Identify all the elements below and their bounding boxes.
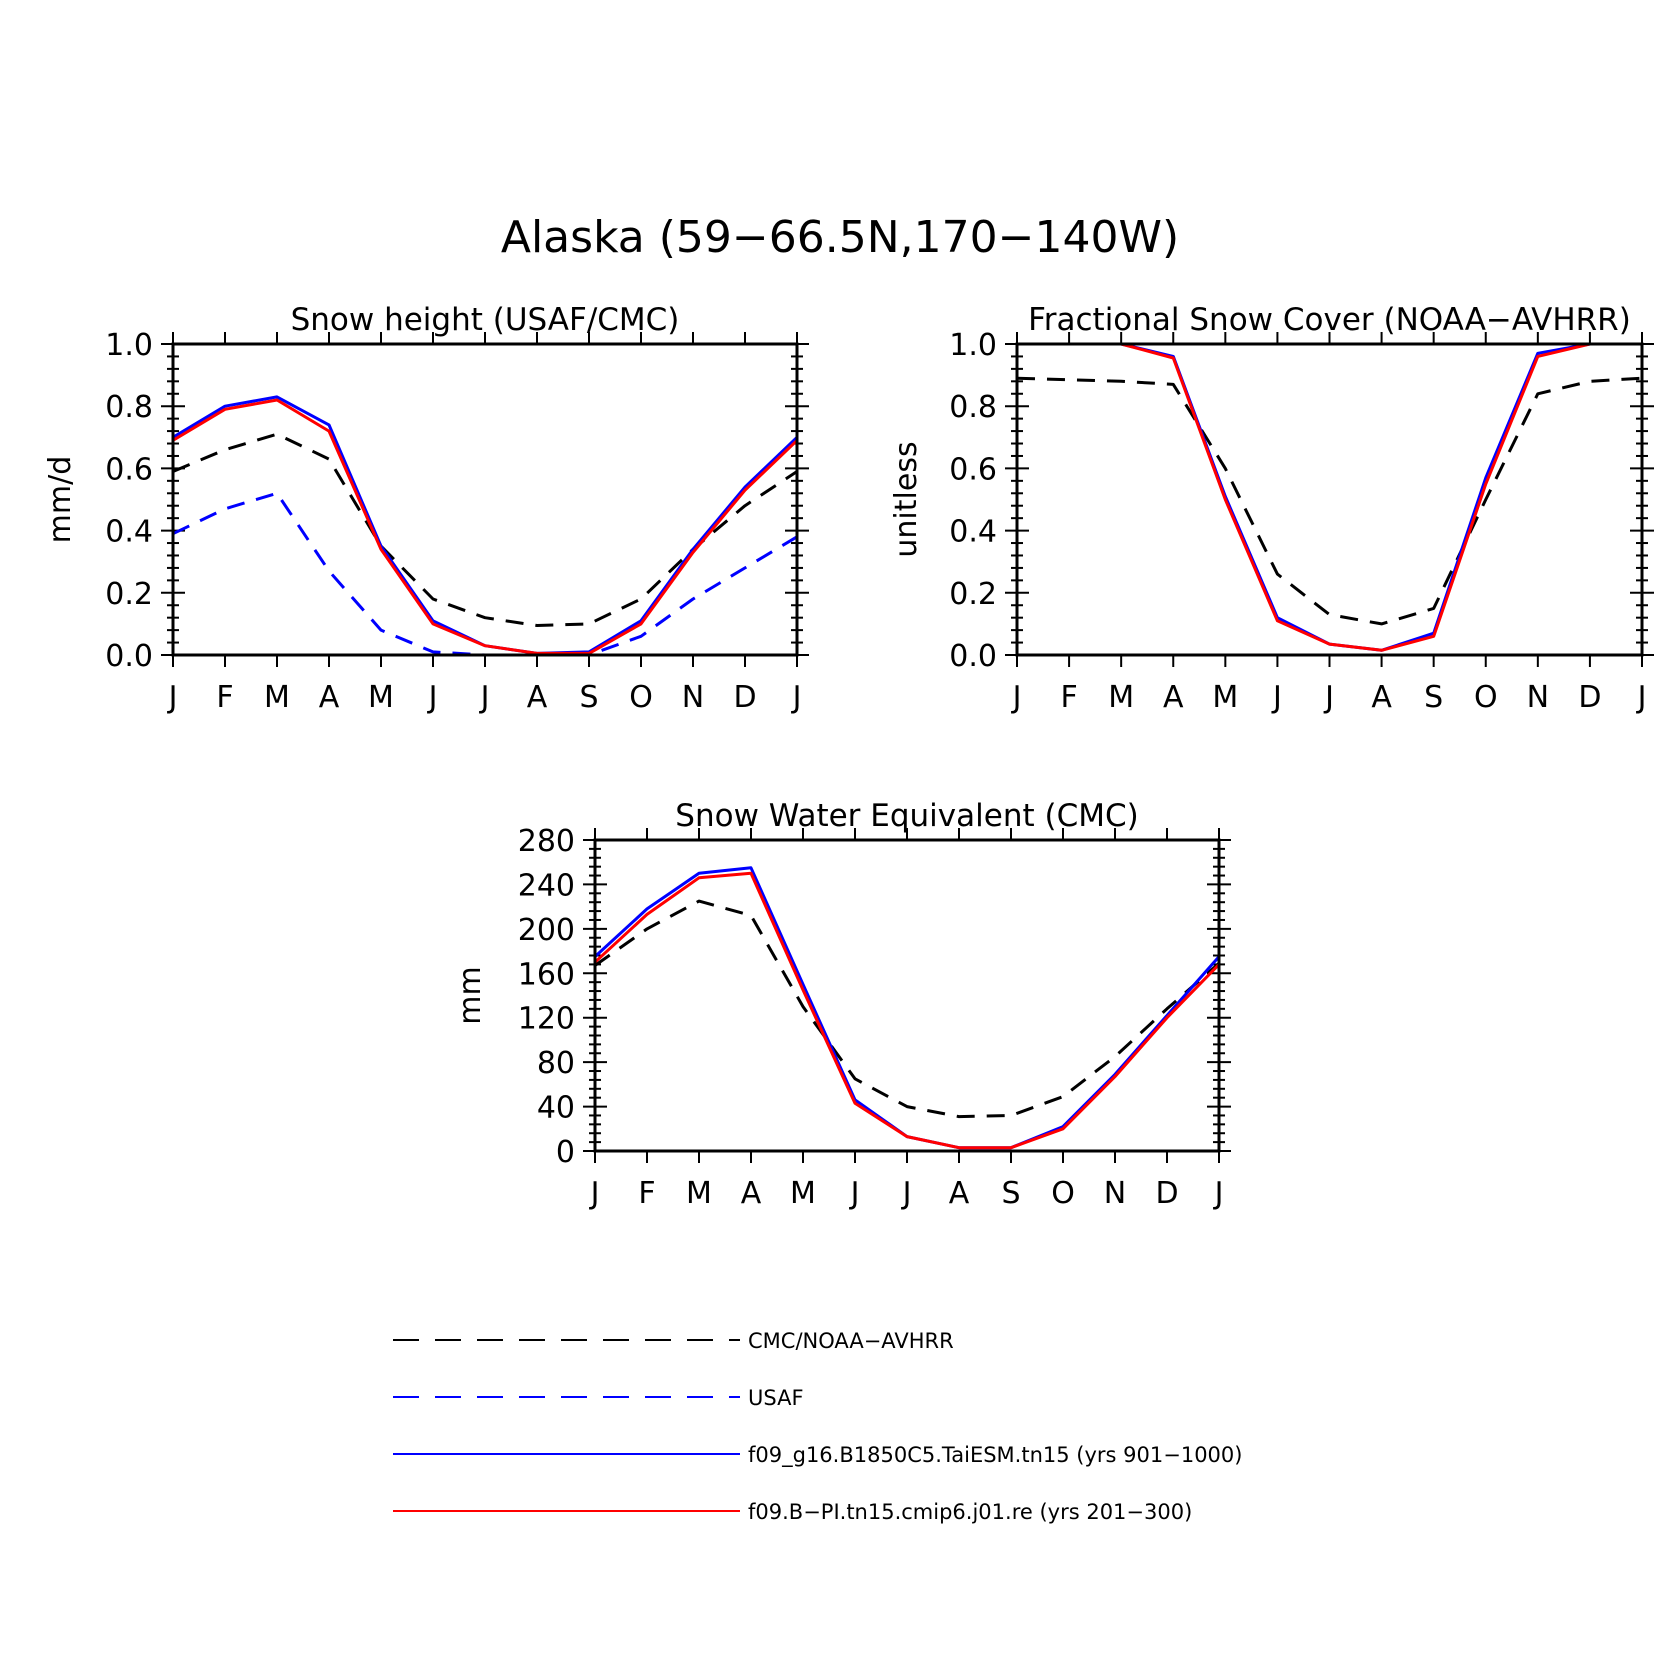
x-tick-label: D xyxy=(1578,680,1601,715)
series-line-cmc-noaa-avhrr xyxy=(594,899,1220,1119)
x-tick-label: J xyxy=(791,680,802,715)
x-tick-label: J xyxy=(1271,680,1282,715)
y-axis-label: mm/d xyxy=(43,456,78,544)
y-tick-label: 0.8 xyxy=(949,390,997,425)
x-tick-label: J xyxy=(1213,1176,1224,1211)
x-tick-label: A xyxy=(1371,680,1392,715)
panel-fractional-snow-cover: Fractional Snow Cover (NOAA−AVHRR)unitle… xyxy=(889,302,1654,715)
legend-entry: USAF xyxy=(393,1386,804,1410)
legend-entry: CMC/NOAA−AVHRR xyxy=(393,1329,954,1353)
x-tick-label: M xyxy=(264,680,290,715)
y-tick-label: 120 xyxy=(518,1002,575,1037)
x-tick-label: J xyxy=(167,680,178,715)
y-tick-label: 200 xyxy=(518,913,575,948)
y-tick-label: 0 xyxy=(556,1135,575,1170)
x-tick-label: N xyxy=(682,680,704,715)
x-tick-label: S xyxy=(1001,1176,1020,1211)
legend-label: f09_g16.B1850C5.TaiESM.tn15 (yrs 901−100… xyxy=(748,1443,1242,1468)
legend-label: f09.B−PI.tn15.cmip6.j01.re (yrs 201−300) xyxy=(748,1500,1192,1524)
plot-frame xyxy=(593,838,1221,1153)
x-tick-label: J xyxy=(479,680,490,715)
x-tick-label: O xyxy=(629,680,653,715)
y-tick-label: 0.0 xyxy=(949,639,997,674)
x-tick-label: M xyxy=(686,1176,712,1211)
x-tick-label: A xyxy=(741,1176,762,1211)
legend-entry: f09_g16.B1850C5.TaiESM.tn15 (yrs 901−100… xyxy=(393,1443,1242,1468)
legend: CMC/NOAA−AVHRR USAF f09_g16.B1850C5.TaiE… xyxy=(393,1329,1242,1524)
panel-snow-height: Snow height (USAF/CMC)mm/d0.00.20.40.60.… xyxy=(43,302,809,715)
x-tick-label: J xyxy=(1011,680,1022,715)
x-tick-label: F xyxy=(216,680,233,715)
x-tick-label: A xyxy=(1163,680,1184,715)
y-axis-label: unitless xyxy=(889,441,924,557)
plot-frame xyxy=(171,342,799,657)
y-tick-label: 0.6 xyxy=(949,452,997,487)
x-tick-label: N xyxy=(1527,680,1549,715)
x-tick-label: J xyxy=(589,1176,600,1211)
y-tick-label: 0.4 xyxy=(105,515,153,550)
x-tick-label: M xyxy=(1108,680,1134,715)
y-tick-label: 1.0 xyxy=(949,328,997,363)
x-tick-label: M xyxy=(368,680,394,715)
y-tick-label: 0.6 xyxy=(105,452,153,487)
x-tick-label: J xyxy=(901,1176,912,1211)
x-tick-label: J xyxy=(427,680,438,715)
y-tick-label: 240 xyxy=(518,868,575,903)
x-tick-label: O xyxy=(1474,680,1498,715)
y-tick-label: 0.0 xyxy=(105,639,153,674)
x-tick-label: A xyxy=(949,1176,970,1211)
x-tick-label: M xyxy=(1212,680,1238,715)
x-tick-label: F xyxy=(638,1176,655,1211)
legend-label: CMC/NOAA−AVHRR xyxy=(748,1329,954,1353)
legend-label: USAF xyxy=(748,1386,804,1410)
y-tick-label: 40 xyxy=(537,1091,575,1126)
x-tick-label: D xyxy=(1155,1176,1178,1211)
y-tick-label: 0.2 xyxy=(949,577,997,612)
series-line-cmc-noaa-avhrr xyxy=(1016,376,1643,626)
legend-entry: f09.B−PI.tn15.cmip6.j01.re (yrs 201−300) xyxy=(393,1500,1192,1524)
y-tick-label: 80 xyxy=(537,1046,575,1081)
y-tick-label: 280 xyxy=(518,824,575,859)
x-tick-label: F xyxy=(1060,680,1077,715)
y-tick-label: 160 xyxy=(518,957,575,992)
y-tick-label: 0.4 xyxy=(949,515,997,550)
x-tick-label: N xyxy=(1104,1176,1126,1211)
figure-title: Alaska (59−66.5N,170−140W) xyxy=(501,212,1179,263)
x-tick-label: O xyxy=(1051,1176,1075,1211)
y-tick-label: 0.2 xyxy=(105,577,153,612)
series-line-f09-b-pi-tn15-cmip6-j01-re-yrs-201-300 xyxy=(593,871,1221,1150)
x-tick-label: J xyxy=(1323,680,1334,715)
panel-snow-water-equivalent: Snow Water Equivalent (CMC)mm04080120160… xyxy=(453,798,1231,1211)
x-tick-label: D xyxy=(733,680,756,715)
plot-frame xyxy=(1015,342,1644,657)
x-tick-label: A xyxy=(527,680,548,715)
y-axis-label: mm xyxy=(453,966,488,1024)
x-tick-label: J xyxy=(1636,680,1647,715)
x-tick-label: S xyxy=(1424,680,1443,715)
x-tick-label: M xyxy=(790,1176,816,1211)
x-tick-label: A xyxy=(319,680,340,715)
y-tick-label: 1.0 xyxy=(105,328,153,363)
y-tick-label: 0.8 xyxy=(105,390,153,425)
series-line-f09-b-pi-tn15-cmip6-j01-re-yrs-201-300 xyxy=(172,398,799,655)
x-tick-label: J xyxy=(849,1176,860,1211)
x-tick-label: S xyxy=(579,680,598,715)
